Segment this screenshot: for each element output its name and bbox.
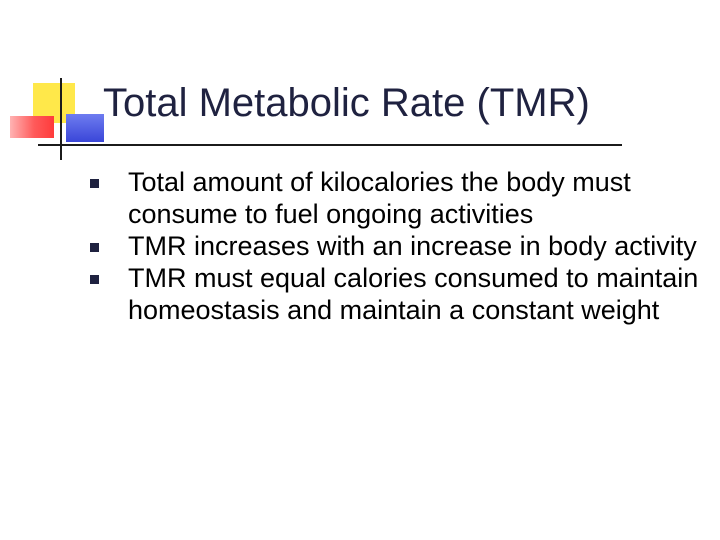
bullet-item: TMR must equal calories consumed to main… — [90, 262, 700, 326]
bullet-item: TMR increases with an increase in body a… — [90, 230, 700, 262]
red-square-decoration — [10, 116, 54, 138]
bullet-text: Total amount of kilocalories the body mu… — [128, 167, 631, 229]
bullet-item: Total amount of kilocalories the body mu… — [90, 166, 700, 230]
bullet-text: TMR must equal calories consumed to main… — [128, 263, 699, 325]
bullet-text: TMR increases with an increase in body a… — [128, 231, 697, 261]
vertical-rule — [60, 78, 62, 160]
square-bullet-icon — [90, 243, 99, 252]
bullet-list: Total amount of kilocalories the body mu… — [90, 166, 700, 326]
square-bullet-icon — [90, 179, 99, 188]
blue-square-decoration — [66, 114, 104, 142]
title-underline-rule — [38, 144, 622, 146]
square-bullet-icon — [90, 275, 99, 284]
slide-title: Total Metabolic Rate (TMR) — [103, 81, 590, 125]
